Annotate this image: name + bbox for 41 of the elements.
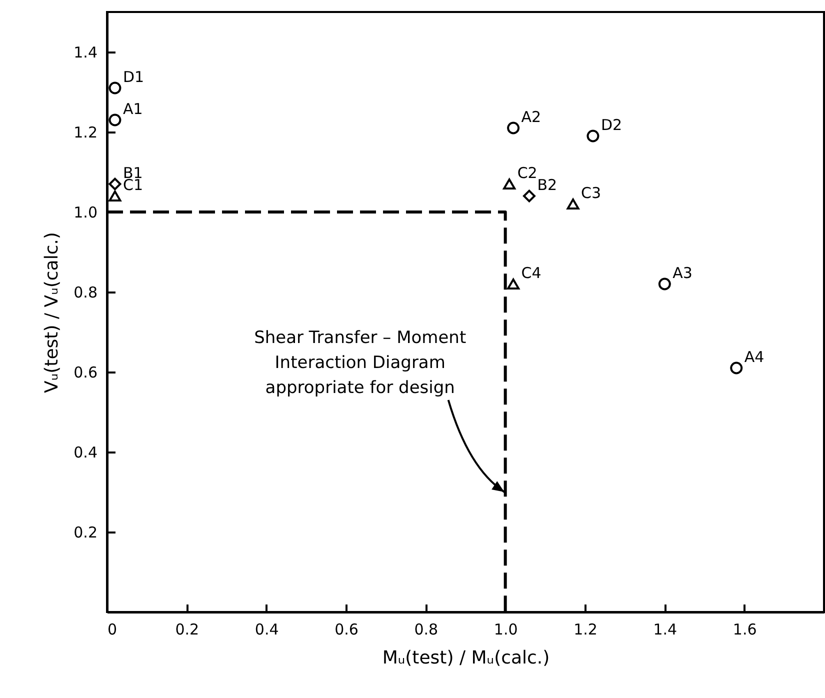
annotation: C3 xyxy=(581,184,602,202)
point xyxy=(507,278,520,290)
point xyxy=(108,190,122,202)
x-tick-label: 1.4 xyxy=(653,620,678,638)
point xyxy=(503,178,516,190)
x-tick-label: 0 xyxy=(108,620,118,638)
x-tick-label: 1.6 xyxy=(732,620,757,638)
x-tick-label: 1.2 xyxy=(574,620,598,638)
y-tick-label: 0.4 xyxy=(74,444,98,462)
point xyxy=(108,82,122,94)
annotation: Shear Transfer – Moment Interaction Diagram appropriate for design xyxy=(254,328,466,398)
annotation: B2 xyxy=(537,176,558,194)
x-tick-label: 0.2 xyxy=(175,620,200,638)
annotation: C4 xyxy=(521,264,542,282)
point xyxy=(586,130,600,142)
x-tick-label: 0.6 xyxy=(334,620,358,638)
x-tick-label: 1.0 xyxy=(494,620,518,638)
y-tick-label: 1.0 xyxy=(74,204,98,222)
annotation: A3 xyxy=(672,264,692,282)
x-tick-label: 0.8 xyxy=(414,620,438,638)
x-axis-title: Mᵤ(test) / Mᵤ(calc.) xyxy=(382,648,550,668)
point xyxy=(730,362,743,374)
y-tick-label: 1.4 xyxy=(74,44,98,62)
annotation: D1 xyxy=(122,68,144,86)
annotation: A1 xyxy=(122,100,143,118)
point xyxy=(108,114,122,126)
point xyxy=(108,178,122,190)
x-tick-label: 0.4 xyxy=(254,620,279,638)
point xyxy=(566,198,580,210)
annotation: A2 xyxy=(521,108,542,126)
y-tick-label: 0.2 xyxy=(74,524,98,542)
y-tick-label: 0.6 xyxy=(74,364,98,382)
point xyxy=(522,190,536,202)
y-tick-label: 0.8 xyxy=(74,284,98,302)
y-tick-label: 1.2 xyxy=(74,124,98,142)
annotation: D2 xyxy=(600,116,622,134)
point xyxy=(507,122,520,134)
annotation: C2 xyxy=(517,164,538,182)
point xyxy=(658,278,671,290)
y-axis-title: Vᵤ(test) / Vᵤ(calc.) xyxy=(42,232,63,393)
annotation: A4 xyxy=(744,348,764,366)
